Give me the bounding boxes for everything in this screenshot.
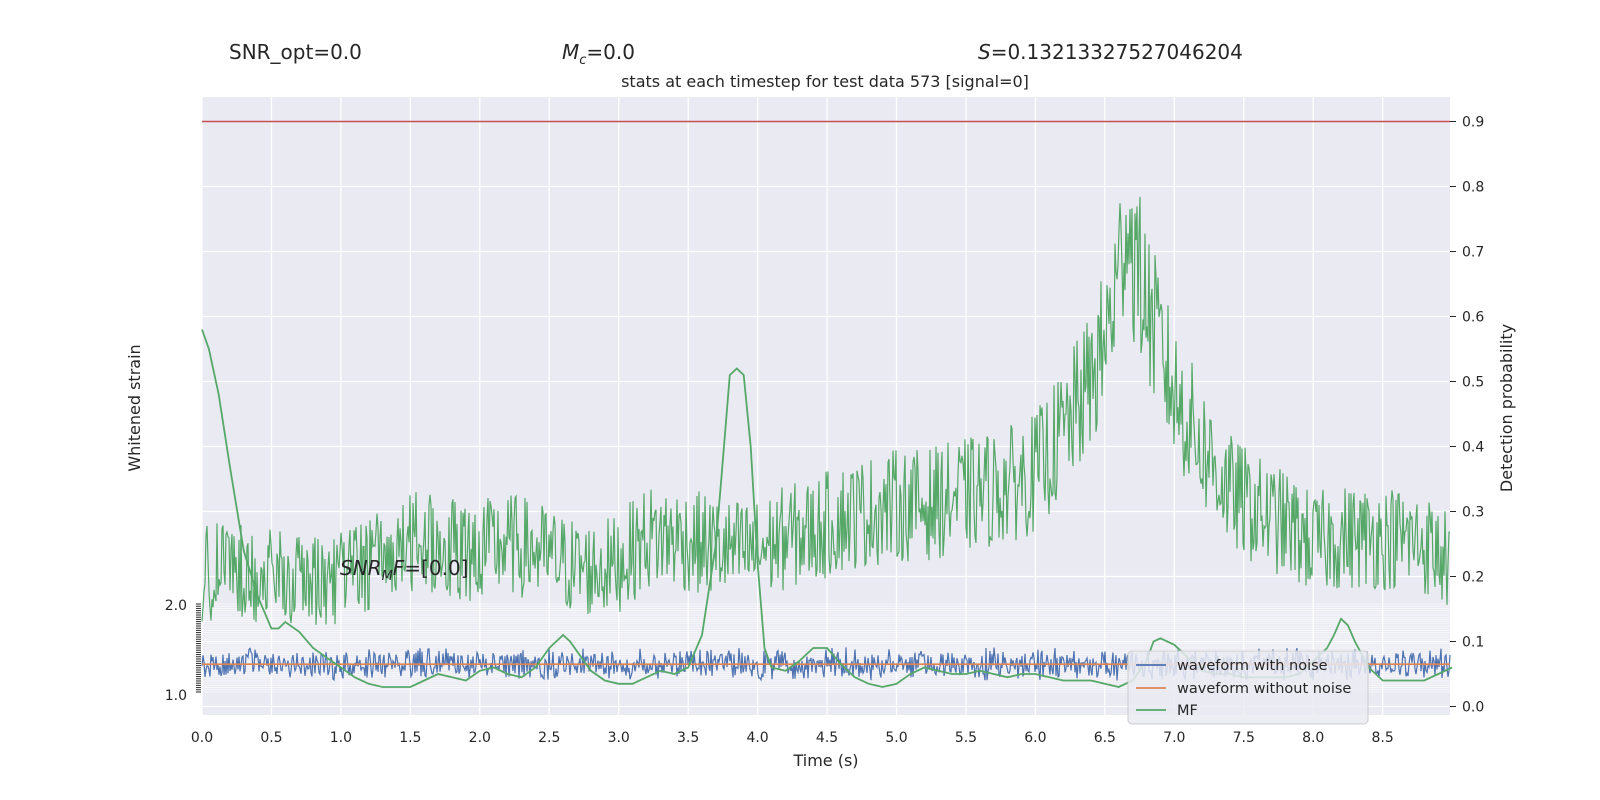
x-tick-label: 4.5: [816, 730, 838, 746]
left-axis-ticks: 2.0 1.0: [165, 598, 201, 704]
x-tick-label: 5.0: [885, 730, 907, 746]
s-stat-label: S=0.13213327527046204: [978, 40, 1243, 64]
series-detection-probability: [201, 196, 1451, 625]
x-tick-label: 3.5: [677, 730, 699, 746]
x-tick-label: 0.0: [191, 730, 213, 746]
snr-opt-label: SNR_opt=0.0: [229, 40, 362, 64]
x-tick-label: 1.5: [399, 730, 421, 746]
x-tick-label: 3.0: [608, 730, 630, 746]
mc-subscript: c: [579, 53, 587, 68]
legend-entry-clean: waveform without noise: [1177, 681, 1351, 697]
legend-box: [1127, 650, 1369, 725]
x-tick-label: 2.5: [538, 730, 560, 746]
left-axis-label: Whitened strain: [125, 344, 144, 471]
x-tick-label: 6.0: [1024, 730, 1046, 746]
right-tick-label: 0.6: [1462, 310, 1484, 326]
x-tick-label: 4.0: [746, 730, 768, 746]
x-axis-label: Time (s): [792, 751, 858, 770]
x-tick-label: 0.5: [260, 730, 282, 746]
legend-entry-mf: MF: [1177, 703, 1198, 719]
x-axis-ticks: 0.0 0.5 1.0 1.5 2.0 2.5 3.0 3.5 4.0 4.5 5.0 5.5 6.0 6…: [191, 730, 1394, 746]
right-tick-label: 0.8: [1462, 180, 1484, 196]
right-axis-label: Detection probability: [1497, 324, 1516, 492]
x-tick-label: 7.0: [1163, 730, 1185, 746]
chart-title: stats at each timestep for test data 573…: [621, 72, 1029, 91]
chirp-mass-label: Mc=0.0: [562, 40, 635, 68]
x-tick-label: 1.0: [330, 730, 352, 746]
legend-entry-noise: waveform with noise: [1177, 658, 1328, 674]
x-tick-label: 2.0: [469, 730, 491, 746]
s-symbol: S: [978, 40, 991, 64]
right-tick-label: 0.5: [1462, 375, 1484, 391]
s-value: =0.13213327527046204: [990, 40, 1243, 64]
left-tick-label: 2.0: [165, 598, 187, 614]
x-tick-label: 8.0: [1302, 730, 1324, 746]
right-tick-label: 0.1: [1462, 635, 1484, 651]
x-tick-label: 8.5: [1372, 730, 1394, 746]
right-tick-label: 0.4: [1462, 440, 1484, 456]
mc-value: =0.0: [586, 40, 635, 64]
right-tick-label: 0.2: [1462, 570, 1484, 586]
left-tick-label: 1.0: [165, 688, 187, 704]
right-tick-label: 0.9: [1462, 115, 1484, 131]
right-axis-ticks: 0.0 0.1 0.2 0.3 0.4 0.5 0.6 0.7 0.8 0.9: [1450, 115, 1484, 716]
right-tick-label: 0.7: [1462, 245, 1484, 261]
x-tick-label: 6.5: [1094, 730, 1116, 746]
right-tick-label: 0.3: [1462, 505, 1484, 521]
mc-symbol: M: [562, 40, 580, 64]
legend: waveform with noise waveform without noi…: [1127, 650, 1369, 725]
plot-background: [202, 97, 1450, 715]
right-tick-label: 0.0: [1462, 700, 1484, 716]
snr-mf-annotation: SNRMF=[0.0]: [340, 556, 468, 584]
x-tick-label: 7.5: [1233, 730, 1255, 746]
x-tick-label: 5.5: [955, 730, 977, 746]
